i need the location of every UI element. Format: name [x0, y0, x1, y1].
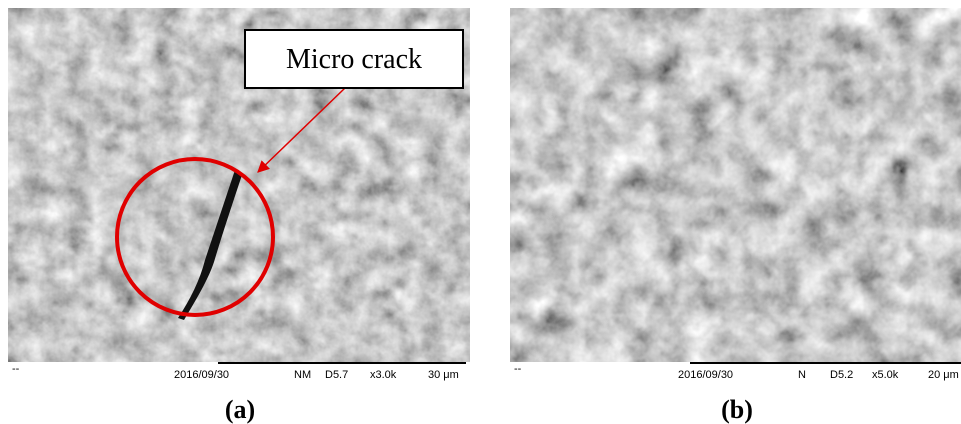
panel-a: -- 2016/09/30 NM D5.7 x3.0k 30 μm Micro …	[8, 8, 470, 424]
scale: 20 μm	[928, 369, 959, 381]
magnification: x5.0k	[872, 369, 899, 381]
mode: NM	[294, 369, 311, 381]
mode: N	[798, 369, 806, 381]
scale: 30 μm	[428, 369, 459, 381]
micrograph	[510, 8, 961, 362]
distance: D5.7	[325, 369, 348, 381]
panel-label: (a)	[225, 395, 255, 424]
info-bar	[8, 362, 470, 380]
annotation: Micro crack	[286, 44, 422, 75]
magnification: x3.0k	[370, 369, 397, 381]
figure: -- 2016/09/30 NM D5.7 x3.0k 30 μm Micro …	[0, 0, 961, 424]
panel-label: (b)	[721, 395, 753, 424]
distance: D5.2	[830, 369, 853, 381]
panel-b: -- 2016/09/30 N D5.2 x5.0k 20 μm (b)	[510, 8, 961, 424]
marker: --	[12, 363, 20, 375]
marker: --	[514, 363, 522, 375]
date: 2016/09/30	[174, 369, 229, 381]
date: 2016/09/30	[678, 369, 733, 381]
